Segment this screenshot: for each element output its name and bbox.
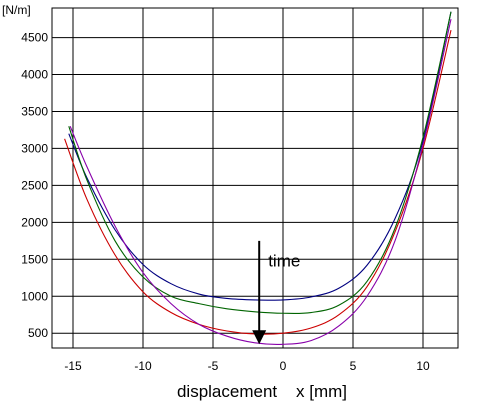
y-tick-label: 2000 bbox=[21, 215, 48, 229]
x-tick-label: -10 bbox=[134, 359, 152, 373]
series-line-4 bbox=[69, 18, 452, 345]
grid bbox=[52, 8, 458, 348]
time-arrow-head bbox=[252, 330, 267, 345]
series-line-2 bbox=[68, 11, 452, 314]
annotation-group: time bbox=[252, 240, 300, 345]
y-tick-label: 1500 bbox=[21, 252, 48, 266]
x-axis-ticks: -15 -10 -5 0 5 10 bbox=[64, 359, 430, 373]
y-tick-label: 3000 bbox=[21, 141, 48, 155]
x-axis-label: displacement x [mm] bbox=[177, 382, 347, 401]
x-tick-label: -15 bbox=[64, 359, 82, 373]
plot-frame bbox=[51, 7, 459, 349]
x-tick-label: -5 bbox=[208, 359, 219, 373]
y-axis-ticks: 500 1000 1500 2000 2500 3000 3500 4000 4500 bbox=[21, 31, 48, 341]
y-tick-label: 500 bbox=[28, 326, 48, 340]
x-tick-label: 0 bbox=[280, 359, 287, 373]
y-axis-label: [N/m] bbox=[2, 3, 31, 17]
x-tick-label: 5 bbox=[350, 359, 357, 373]
y-tick-label: 3500 bbox=[21, 104, 48, 118]
y-tick-label: 4000 bbox=[21, 68, 48, 82]
x-tick-label: 10 bbox=[416, 359, 430, 373]
time-annotation-label: time bbox=[268, 252, 300, 271]
y-tick-label: 1000 bbox=[21, 289, 48, 303]
y-tick-label: 2500 bbox=[21, 178, 48, 192]
y-tick-label: 4500 bbox=[21, 31, 48, 45]
